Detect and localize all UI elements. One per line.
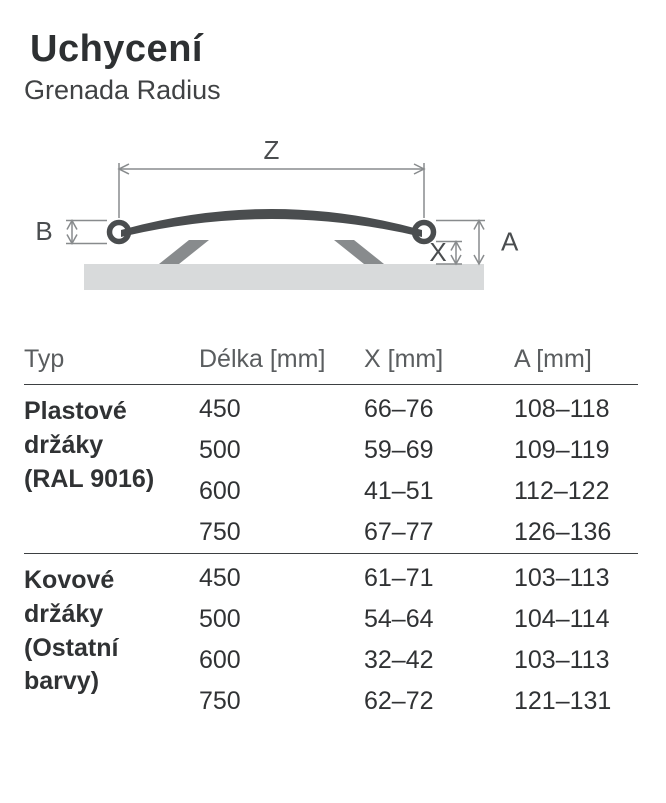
table-header-row: Typ Délka [mm] X [mm] A [mm] <box>24 339 638 385</box>
cell-delka: 750 <box>199 512 364 554</box>
cell-a: 121–131 <box>514 681 638 722</box>
col-delka: Délka [mm] <box>199 339 364 385</box>
col-typ: Typ <box>24 339 199 385</box>
cell-x: 59–69 <box>364 430 514 471</box>
cell-delka: 750 <box>199 681 364 722</box>
typ-cell: Kovovédržáky(Ostatníbarvy) <box>24 554 199 723</box>
cell-a: 108–118 <box>514 385 638 431</box>
page-subtitle: Grenada Radius <box>24 75 638 106</box>
dim-label-x: X <box>429 237 446 267</box>
cell-a: 112–122 <box>514 471 638 512</box>
cell-delka: 600 <box>199 471 364 512</box>
cell-a: 109–119 <box>514 430 638 471</box>
cell-x: 61–71 <box>364 554 514 600</box>
cell-x: 54–64 <box>364 599 514 640</box>
cell-x: 67–77 <box>364 512 514 554</box>
cell-a: 103–113 <box>514 640 638 681</box>
typ-cell: Plastovédržáky(RAL 9016) <box>24 385 199 554</box>
dim-label-a: A <box>501 226 519 256</box>
page-title: Uchycení <box>30 28 638 71</box>
table-row: Kovovédržáky(Ostatníbarvy)45061–71103–11… <box>24 554 638 600</box>
cell-delka: 500 <box>199 599 364 640</box>
cell-a: 126–136 <box>514 512 638 554</box>
cell-x: 32–42 <box>364 640 514 681</box>
dim-label-b: B <box>35 216 52 246</box>
spec-table: Typ Délka [mm] X [mm] A [mm] Plastovédrž… <box>24 339 638 722</box>
cross-section-diagram: Z B X A <box>24 124 638 319</box>
cell-delka: 600 <box>199 640 364 681</box>
col-x: X [mm] <box>364 339 514 385</box>
cell-x: 66–76 <box>364 385 514 431</box>
cell-x: 62–72 <box>364 681 514 722</box>
table-row: Plastovédržáky(RAL 9016)45066–76108–118 <box>24 385 638 431</box>
cell-a: 104–114 <box>514 599 638 640</box>
dim-label-z: Z <box>264 135 280 165</box>
cell-a: 103–113 <box>514 554 638 600</box>
cell-delka: 450 <box>199 554 364 600</box>
cell-x: 41–51 <box>364 471 514 512</box>
col-a: A [mm] <box>514 339 638 385</box>
cell-delka: 450 <box>199 385 364 431</box>
cell-delka: 500 <box>199 430 364 471</box>
